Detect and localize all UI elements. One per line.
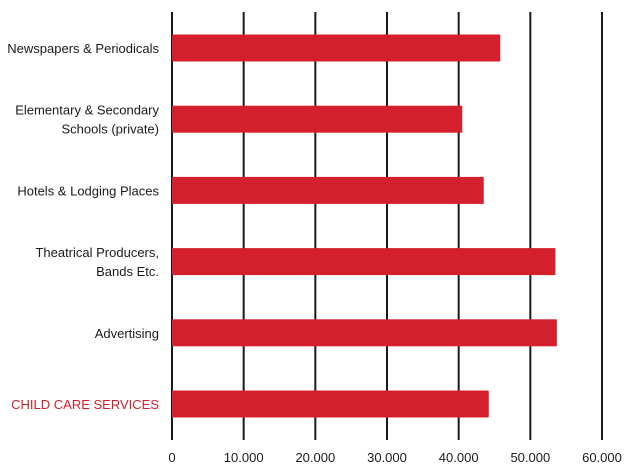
x-tick-label: 30.000 bbox=[367, 450, 407, 465]
bar bbox=[172, 319, 557, 347]
bar bbox=[172, 390, 489, 418]
category-label: Bands Etc. bbox=[96, 264, 159, 279]
x-tick-label: 60.000 bbox=[582, 450, 622, 465]
category-label: Newspapers & Periodicals bbox=[7, 41, 159, 56]
gridlines bbox=[171, 12, 603, 440]
category-label: Advertising bbox=[95, 326, 159, 341]
bars bbox=[172, 34, 557, 418]
x-tick-label: 0 bbox=[168, 450, 175, 465]
x-tick-label: 40.000 bbox=[439, 450, 479, 465]
bar bbox=[172, 248, 556, 276]
bar bbox=[172, 176, 484, 204]
x-tick-label: 10.000 bbox=[224, 450, 264, 465]
category-label: Theatrical Producers, bbox=[35, 245, 159, 260]
bar bbox=[172, 105, 463, 133]
category-label: Schools (private) bbox=[61, 122, 159, 137]
category-label: Hotels & Lodging Places bbox=[17, 183, 159, 198]
category-label: CHILD CARE SERVICES bbox=[11, 397, 159, 412]
bar bbox=[172, 34, 501, 62]
x-tick-label: 50.000 bbox=[510, 450, 550, 465]
x-tick-label: 20.000 bbox=[295, 450, 335, 465]
x-axis-tick-labels: 0 10.000 20.000 30.000 40.000 50.000 60.000 bbox=[168, 450, 622, 465]
category-labels: Newspapers & Periodicals Elementary & Sec… bbox=[7, 41, 159, 412]
category-label: Elementary & Secondary bbox=[15, 103, 159, 118]
